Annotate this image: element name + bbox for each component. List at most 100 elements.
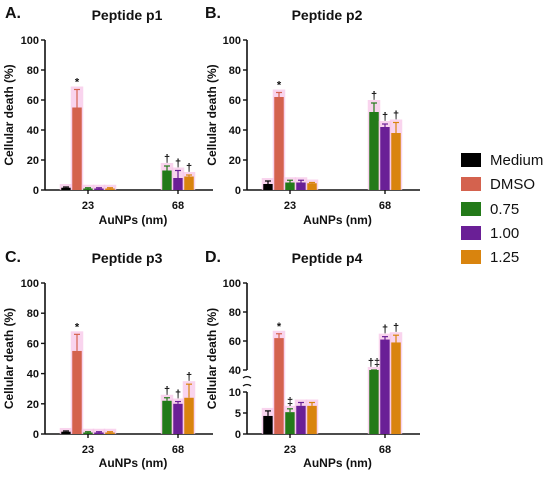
legend-label: 0.75 xyxy=(490,201,519,218)
y-tick-label: 40 xyxy=(27,369,39,381)
y-tick-label: 60 xyxy=(27,95,39,107)
x-axis-label: AuNPs (nm) xyxy=(303,456,372,470)
bar xyxy=(83,432,93,434)
bar xyxy=(61,431,71,434)
y-tick-label: 60 xyxy=(229,336,241,348)
y-tick-label: 0 xyxy=(33,185,39,197)
bar xyxy=(72,107,82,190)
panel-letter: C. xyxy=(5,249,21,266)
panel-3: 0 20 40 60 80 100 23 68 * † † † C. Peptide p3 Cellular… xyxy=(2,249,213,470)
significance-mark: †‡ xyxy=(368,357,380,369)
significance-mark: ‡ xyxy=(287,396,293,408)
legend-swatch xyxy=(461,250,481,264)
significance-mark: † xyxy=(186,162,192,174)
x-tick-label: 23 xyxy=(82,200,94,212)
legend-label: 1.00 xyxy=(490,225,519,242)
bar xyxy=(369,370,379,434)
significance-mark: † xyxy=(175,158,181,170)
bar xyxy=(391,133,401,190)
significance-mark: † xyxy=(382,324,388,336)
bar xyxy=(263,415,273,434)
bar xyxy=(263,184,273,190)
bar xyxy=(274,97,284,190)
bar xyxy=(380,339,390,434)
bar xyxy=(307,183,317,190)
y-tick-label: 0 xyxy=(33,429,39,441)
y-tick-label: 40 xyxy=(229,125,241,137)
y-axis-label: Cellular death (%) xyxy=(205,308,219,409)
y-tick-label: 100 xyxy=(223,278,241,290)
y-tick-label: 40 xyxy=(27,125,39,137)
y-tick-label: 0 xyxy=(235,185,241,197)
y-axis-label: Cellular death (%) xyxy=(2,64,16,165)
bar xyxy=(173,178,183,190)
significance-mark: † xyxy=(382,111,388,123)
y-tick-label: 80 xyxy=(229,65,241,77)
bar xyxy=(173,403,183,434)
bar xyxy=(72,350,82,434)
y-tick-label: 80 xyxy=(27,65,39,77)
x-axis-label: AuNPs (nm) xyxy=(99,213,168,227)
y-tick-label: 20 xyxy=(229,155,241,167)
panel-4: 0 5 10 40 60 80 100 23 68 * ‡ †‡ † † D. Peptide p4 Cellu… xyxy=(205,249,420,470)
bar xyxy=(105,188,115,190)
y-tick-label: 80 xyxy=(229,307,241,319)
x-axis-label: AuNPs (nm) xyxy=(99,456,168,470)
panel-letter: B. xyxy=(205,5,221,22)
y-tick-label: 0 xyxy=(235,429,241,441)
legend-swatch xyxy=(461,202,481,216)
y-tick-label: 20 xyxy=(27,155,39,167)
legend: Medium DMSO 0.75 1.00 1.25 xyxy=(461,152,543,266)
legend-label: Medium xyxy=(490,152,543,169)
panel-1: 0 20 40 60 80 100 23 68 * † † † A. Peptide p1 Cellular… xyxy=(2,5,213,227)
x-tick-label: 23 xyxy=(82,444,94,456)
significance-mark: * xyxy=(75,321,80,333)
bar xyxy=(369,112,379,190)
bar xyxy=(274,338,284,434)
x-tick-label: 68 xyxy=(379,200,391,212)
axis-break-mark xyxy=(242,375,252,379)
y-tick-label: 100 xyxy=(223,35,241,47)
legend-label: 1.25 xyxy=(490,249,519,266)
legend-swatch xyxy=(461,153,481,167)
significance-mark: † xyxy=(164,153,170,165)
bar xyxy=(307,405,317,434)
significance-mark: † xyxy=(393,110,399,122)
bar xyxy=(391,342,401,434)
x-tick-label: 23 xyxy=(284,200,296,212)
panel-title: Peptide p3 xyxy=(92,250,163,266)
bar xyxy=(83,188,93,190)
x-tick-label: 68 xyxy=(172,200,184,212)
bar xyxy=(296,405,306,434)
significance-mark: * xyxy=(277,321,282,333)
x-tick-label: 68 xyxy=(172,444,184,456)
y-tick-label: 100 xyxy=(21,35,39,47)
legend-swatch xyxy=(461,226,481,240)
y-tick-label: 100 xyxy=(21,278,39,290)
significance-mark: * xyxy=(75,77,80,89)
bar xyxy=(94,432,104,434)
bar xyxy=(162,170,172,190)
significance-mark: † xyxy=(175,389,181,401)
legend-label: DMSO xyxy=(490,176,535,193)
legend-swatch xyxy=(461,177,481,191)
significance-mark: † xyxy=(393,322,399,334)
y-axis-label: Cellular death (%) xyxy=(205,64,219,165)
bar xyxy=(105,432,115,434)
panel-2: 0 20 40 60 80 100 23 68 * † † † B. Peptide p2 Cellular… xyxy=(205,5,420,227)
panel-title: Peptide p1 xyxy=(92,7,163,23)
significance-mark: † xyxy=(186,371,192,383)
panel-title: Peptide p4 xyxy=(292,250,363,266)
significance-mark: † xyxy=(164,385,170,397)
significance-mark: † xyxy=(371,90,377,102)
bar xyxy=(94,188,104,190)
bar xyxy=(61,187,71,190)
bar xyxy=(162,400,172,434)
bar xyxy=(380,127,390,190)
axis-break-mark xyxy=(242,383,252,387)
x-tick-label: 23 xyxy=(284,444,296,456)
y-axis-label: Cellular death (%) xyxy=(2,308,16,409)
x-axis-label: AuNPs (nm) xyxy=(303,213,372,227)
panel-letter: A. xyxy=(5,5,21,22)
